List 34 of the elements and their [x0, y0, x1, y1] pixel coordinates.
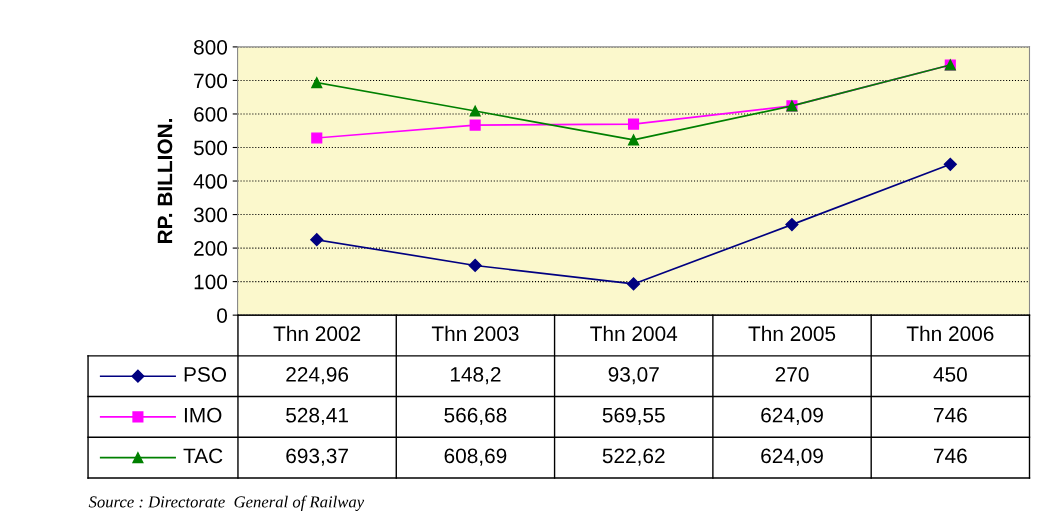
data-label: 566,68 — [444, 407, 507, 425]
x-tick-label: Thn 2002 — [273, 325, 361, 342]
data-label: 224,96 — [286, 367, 349, 385]
data-label: 93,07 — [608, 367, 659, 385]
data-label: 746 — [934, 448, 967, 464]
y-tick-label: 800 — [194, 39, 228, 55]
data-label: 450 — [933, 367, 967, 382]
y-tick-label: 100 — [194, 274, 228, 290]
data-label: 522,62 — [602, 448, 665, 466]
y-tick-label: 300 — [193, 207, 228, 223]
data-label: 148,2 — [450, 367, 501, 385]
x-tick-label: Thn 2004 — [590, 325, 678, 342]
data-label: 693,37 — [286, 448, 348, 466]
x-tick-label: Thn 2005 — [748, 325, 836, 342]
y-tick-label: 600 — [194, 106, 228, 122]
y-tick-label: 200 — [194, 241, 228, 256]
data-label: 270 — [775, 367, 809, 382]
x-tick-label: Thn 2006 — [906, 325, 994, 342]
legend-label: IMO — [184, 407, 222, 423]
legend-label: PSO — [184, 367, 227, 382]
data-label: 569,55 — [602, 407, 665, 425]
y-tick-label: 0 — [217, 308, 228, 323]
y-tick-label: 700 — [194, 73, 228, 89]
data-label: 746 — [934, 407, 967, 423]
y-axis-title: RP. BILLION. — [157, 118, 173, 244]
data-label: 608,69 — [444, 448, 507, 466]
data-label: 624,09 — [761, 448, 823, 466]
x-tick-label: Thn 2003 — [431, 325, 519, 342]
source-note: Source : Directorate General of Railway — [88, 495, 365, 511]
y-tick-label: 500 — [193, 140, 228, 156]
y-tick-label: 400 — [193, 174, 228, 189]
data-label: 528,41 — [286, 407, 348, 425]
data-label: 624,09 — [761, 407, 823, 425]
legend-label: TAC — [183, 448, 223, 464]
